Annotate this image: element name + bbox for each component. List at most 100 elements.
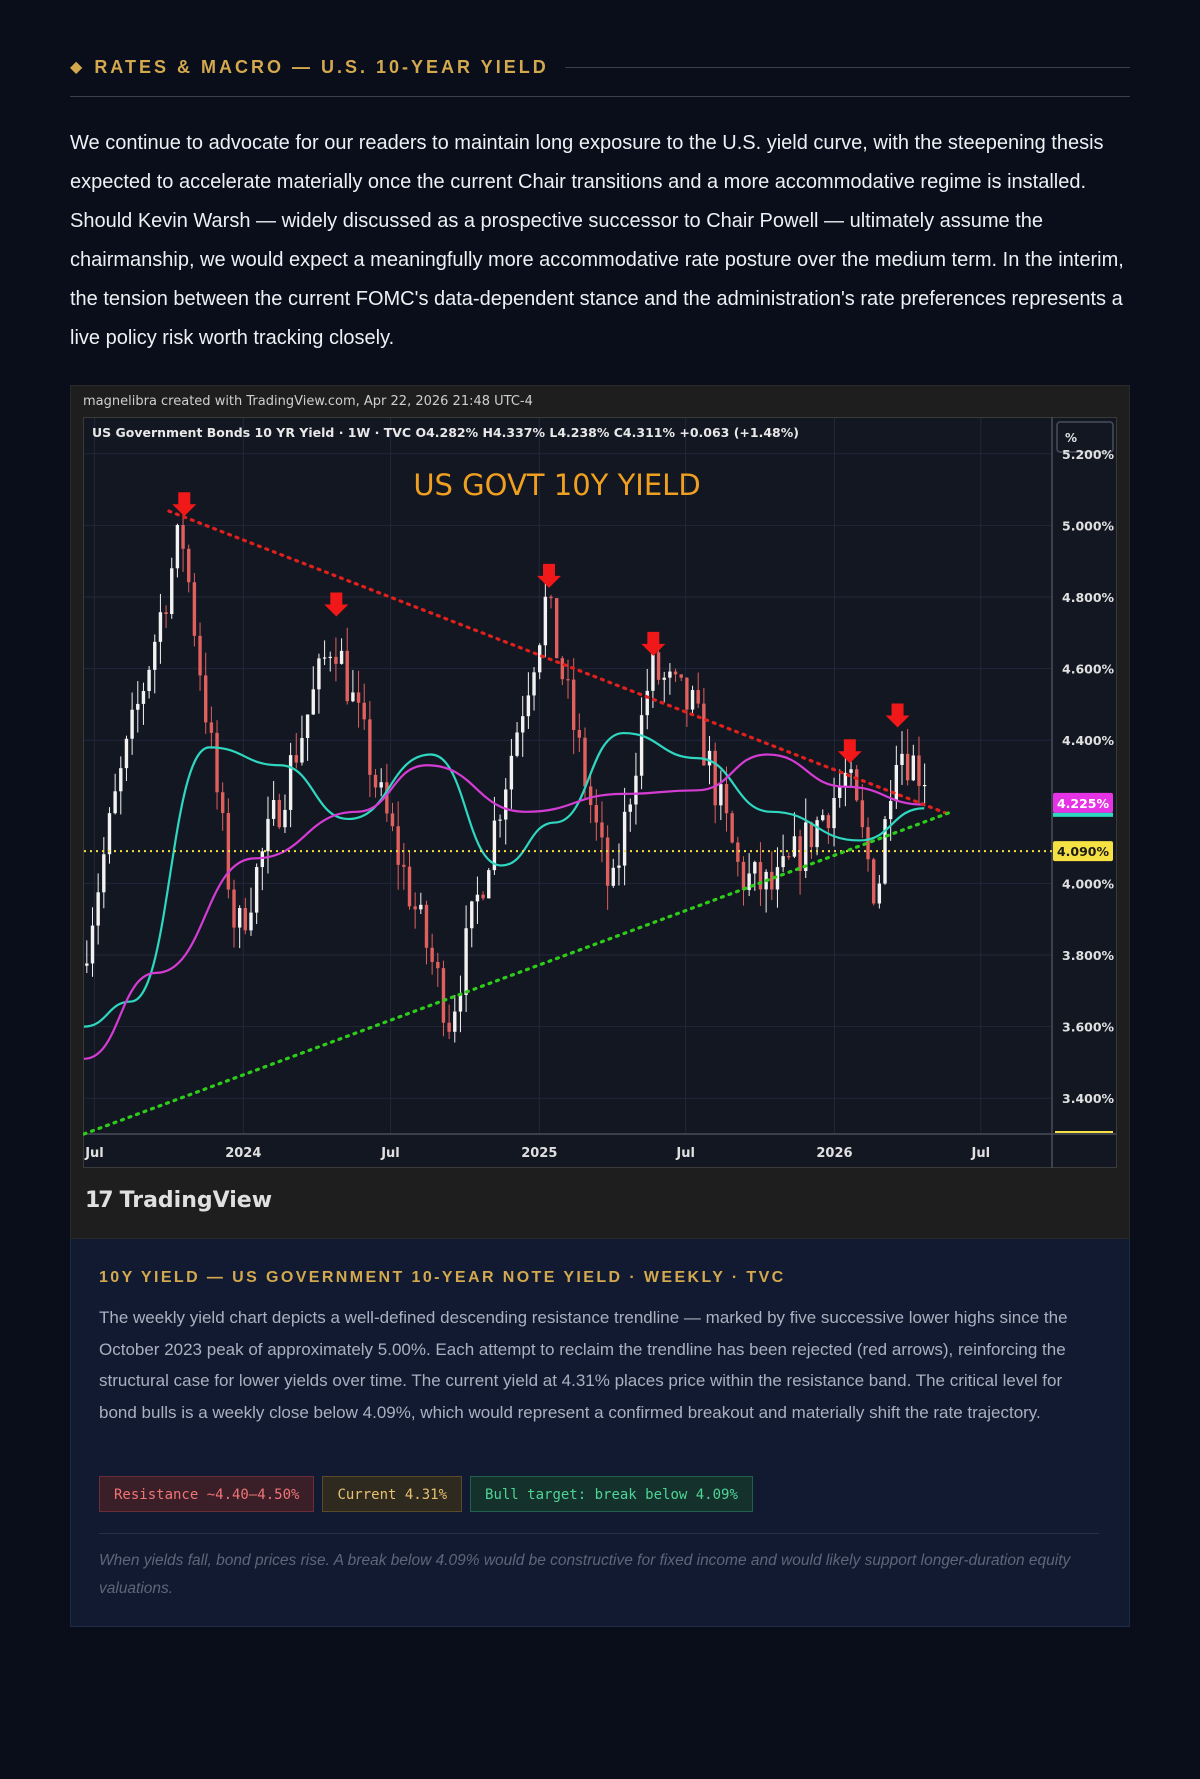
candle-body [271,800,276,819]
unit-button-label: % [1065,431,1077,445]
candle-body [119,768,123,792]
support-price-label-box [1053,841,1113,862]
candle-body [305,714,310,739]
candle-body [311,689,315,715]
candle-body [639,715,644,776]
chart-credit: magnelibra created with TradingView.com,… [83,394,533,409]
candle-body [685,677,689,710]
candle-body [713,750,717,806]
candle-body [662,677,666,680]
diamond-icon: ◆ [70,59,83,76]
candle-body [470,901,474,929]
candle-body [821,815,825,821]
candle-body [379,782,383,788]
candle-body [532,672,536,696]
analysis-title: 10Y YIELD — US GOVERNMENT 10-YEAR NOTE Y… [99,1269,786,1286]
candle-body [124,738,129,769]
moving-average-slow [83,753,925,1060]
candle-body [481,894,485,899]
x-tick-label: 2026 [816,1146,852,1161]
candle-body [877,883,882,904]
candle-body [549,596,553,599]
candle-body [605,837,610,886]
candle-body [645,690,649,716]
yield-chart[interactable]: US Government Bonds 10 YR Yield · 1W · T… [83,417,1117,1168]
candle-body [894,764,899,801]
section-header: ◆ RATES & MACRO — U.S. 10-YEAR YIELD [70,52,1130,82]
candle-body [798,836,802,872]
candle-body [526,695,531,717]
unit-button[interactable] [1056,421,1114,453]
candle-body [164,612,168,615]
candle-body [775,867,780,890]
candle-body [656,652,661,680]
chart-card: magnelibra created with TradingView.com,… [70,385,1130,1239]
x-tick-label: Jul [380,1146,400,1161]
candle-body [866,827,870,860]
candle-body [283,809,287,828]
candle-body [266,818,270,852]
candle-body [441,968,446,1023]
candle-body [232,889,236,928]
candle-body [300,738,304,763]
candle-body [198,635,202,676]
candle-body [373,774,378,788]
symbol-info: US Government Bonds 10 YR Yield · 1W · T… [92,425,799,440]
candle-body [430,947,434,962]
candle-body [911,755,916,781]
candle-body [215,732,219,793]
candle-body [747,873,751,891]
y-tick-label: 3.600% [1062,1020,1115,1035]
candle-body [566,679,570,681]
candle-body [611,867,615,886]
candle-body [453,1011,457,1032]
candle-body [707,750,712,766]
candle-body [187,548,191,583]
candle-body [458,994,463,1012]
candle-body [209,722,214,733]
tag-row: Resistance ~4.40–4.50% Current 4.31% Bul… [99,1476,753,1512]
candle-body [917,755,921,786]
candle-body [668,671,672,678]
candle-body [243,908,248,931]
rejection-arrow-icon [885,703,910,728]
x-tick-label: Jul [971,1146,991,1161]
candle-body [141,691,146,704]
candle-body [594,805,599,823]
moving-average-fast [83,731,925,1028]
candle-body [696,690,700,704]
candle-body [809,822,814,848]
candle-body [402,864,406,867]
candle-body [815,820,819,848]
section-divider [564,66,1130,68]
y-tick-label: 3.400% [1062,1091,1115,1106]
candle-body [736,842,740,862]
candle-body [339,650,344,664]
candle-body [583,737,587,787]
analysis-panel: 10Y YIELD — US GOVERNMENT 10-YEAR NOTE Y… [70,1239,1130,1627]
candle-body [860,800,865,828]
candle-body [900,753,904,765]
ma-price-label-box [1053,792,1113,813]
candle-body [781,856,785,868]
candle-body [334,656,338,664]
candle-body [832,797,836,829]
x-tick-label: Jul [675,1146,695,1161]
candle-body [690,690,695,710]
candle-body [651,652,655,691]
candle-body [554,598,559,659]
candle-body [345,650,349,702]
candle-body [537,645,542,673]
candle-body [543,596,548,646]
axis-corner-marker [1055,1131,1113,1133]
candle-body [679,674,683,678]
candle-body [220,792,225,814]
candle-body [237,908,242,928]
candle-body [447,1022,451,1032]
candle-body [175,525,180,569]
lede-paragraph: We continue to advocate for our readers … [70,132,1124,349]
candle-body [905,753,910,781]
candle-body [753,862,757,874]
tradingview-logo-text: TradingView [119,1188,273,1213]
candle-body [758,862,763,890]
